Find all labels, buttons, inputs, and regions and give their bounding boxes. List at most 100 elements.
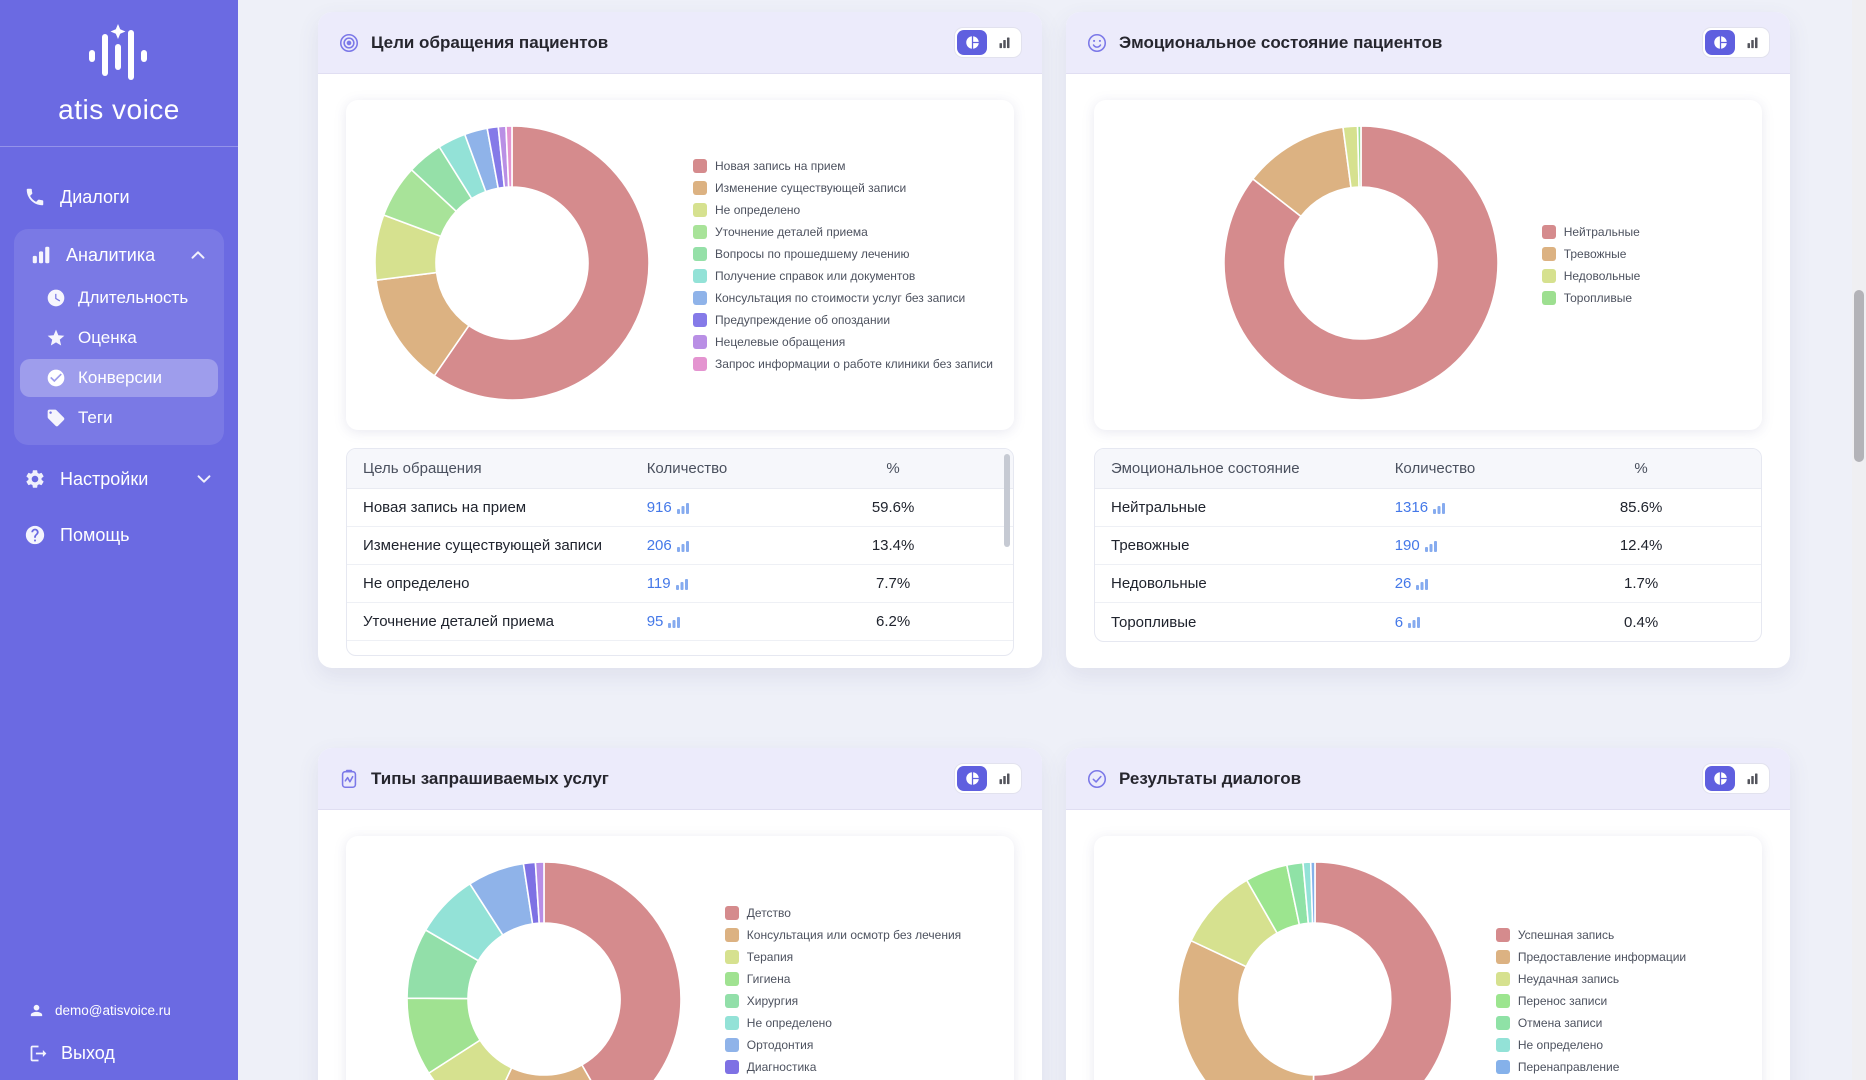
count-link[interactable]: 206	[647, 537, 689, 554]
legend-swatch	[724, 950, 739, 964]
table-row: Новая запись на прием 916 59.6%	[347, 489, 1013, 527]
count-link[interactable]: 1316	[1395, 499, 1446, 516]
legend-item[interactable]: Тревожные	[1541, 247, 1641, 261]
user-email: demo@atisvoice.ru	[55, 1003, 171, 1018]
sidebar-item-label: Помощь	[60, 524, 130, 545]
legend-item[interactable]: Новая запись на прием	[693, 159, 993, 173]
count-link[interactable]: 916	[647, 499, 689, 516]
pie-view-button[interactable]	[957, 30, 987, 55]
sidebar-item-tags[interactable]: Теги	[20, 399, 218, 437]
sidebar-item-dialogs[interactable]: Диалоги	[14, 175, 224, 219]
sidebar-item-help[interactable]: Помощь	[14, 513, 224, 557]
table-scrollbar[interactable]	[1004, 454, 1010, 547]
legend-swatch	[1495, 1060, 1510, 1074]
count-link[interactable]: 26	[1395, 575, 1429, 592]
count-link[interactable]: 95	[647, 613, 681, 630]
count-link[interactable]: 119	[647, 575, 688, 592]
legend-label: Запрос информации о работе клиники без з…	[715, 357, 993, 371]
bar-view-button[interactable]	[989, 766, 1019, 791]
legend-item[interactable]: Изменение существующей записи	[693, 181, 993, 195]
legend-label: Нейтральные	[1563, 225, 1640, 239]
legend-item[interactable]: Детство	[724, 906, 961, 920]
pie-view-button[interactable]	[1705, 30, 1735, 55]
legend-item[interactable]: Не определено	[724, 1016, 961, 1030]
legend-swatch	[1495, 1016, 1510, 1030]
legend-item[interactable]: Не определено	[1495, 1038, 1686, 1052]
card-title: Цели обращения пациентов	[371, 32, 609, 52]
bar-view-button[interactable]	[1737, 766, 1767, 791]
card-body: Нейтральные Тревожные Недовольные Торопливы…	[1066, 74, 1790, 642]
sidebar-item-duration[interactable]: Длительность	[20, 279, 218, 317]
table-header-cell: Цель обращения	[363, 460, 482, 477]
donut-chart	[1170, 854, 1460, 1080]
legend-swatch	[724, 928, 739, 942]
legend-swatch	[693, 357, 708, 371]
legend-label: Неудачная запись	[1517, 972, 1620, 986]
sidebar-item-analytics[interactable]: Аналитика	[20, 233, 218, 277]
count-link[interactable]: 6	[1395, 614, 1421, 631]
page-scrollbar-thumb[interactable]	[1854, 290, 1864, 462]
legend-item[interactable]: Запрос информации о работе клиники без з…	[693, 357, 993, 371]
sidebar-item-conversions[interactable]: Конверсии	[20, 359, 218, 397]
pie-view-button[interactable]	[1705, 766, 1735, 791]
legend-item[interactable]: Консультация по стоимости услуг без запи…	[693, 291, 993, 305]
legend-item[interactable]: Консультация или осмотр без лечения	[724, 928, 961, 942]
legend-swatch	[693, 181, 708, 195]
card-body: Детство Консультация или осмотр без лечен…	[318, 810, 1042, 1080]
bar-view-button[interactable]	[989, 30, 1019, 55]
legend-item[interactable]: Терапия	[724, 950, 961, 964]
legend-item[interactable]: Предоставление информации	[1495, 950, 1687, 964]
logout-button[interactable]: Выход	[28, 1043, 238, 1064]
count-link[interactable]: 65	[647, 652, 681, 656]
bar-view-button[interactable]	[1737, 30, 1767, 55]
legend-item[interactable]: Получение справок или документов	[693, 269, 993, 283]
legend-label: Вопросы по прошедшему лечению	[715, 247, 910, 261]
sidebar-group-analytics: Аналитика Длительность Оценка Конверсии	[14, 229, 224, 445]
legend-item[interactable]: Перенаправление	[1495, 1060, 1686, 1074]
table-cell-label: Нейтральные	[1111, 499, 1207, 516]
sidebar-item-rating[interactable]: Оценка	[20, 319, 218, 357]
legend-item[interactable]: Предупреждение об опоздании	[693, 313, 993, 327]
question-icon	[25, 525, 45, 545]
chart-view-toggle	[954, 763, 1022, 794]
legend-item[interactable]: Не определено	[693, 203, 993, 217]
legend-item[interactable]: Ортодонтия	[724, 1038, 961, 1052]
chevron-up-icon	[191, 251, 205, 259]
legend-item[interactable]: Торопливые	[1541, 291, 1641, 305]
check-badge-icon	[1087, 769, 1107, 788]
mini-bar-chart-icon	[1408, 617, 1421, 628]
sidebar-nav: Диалоги Аналитика Длительность Оценка	[0, 147, 238, 557]
pie-view-button[interactable]	[957, 766, 987, 791]
logo[interactable]: atis voice	[0, 0, 238, 126]
legend-item[interactable]: Хирургия	[724, 994, 961, 1008]
legend-item[interactable]: Гигиена	[724, 972, 961, 986]
count-link[interactable]: 190	[1395, 537, 1437, 554]
legend-item[interactable]: Отмена записи	[1495, 1016, 1686, 1030]
legend-item[interactable]: Перенос записи	[1495, 994, 1686, 1008]
legend-item[interactable]: Нейтральные	[1541, 225, 1641, 239]
table-cell-percent: 1.7%	[1624, 575, 1659, 592]
logout-label: Выход	[61, 1043, 115, 1063]
table-cell-percent: 13.4%	[871, 537, 915, 554]
legend-item[interactable]: Успешная запись	[1495, 928, 1686, 942]
sidebar-item-settings[interactable]: Настройки	[14, 457, 224, 501]
legend-swatch	[693, 225, 708, 239]
sidebar-item-label: Настройки	[60, 468, 149, 489]
legend-swatch	[1495, 994, 1510, 1008]
legend-swatch	[693, 313, 708, 327]
legend-item[interactable]: Неудачная запись	[1495, 972, 1686, 986]
legend-item[interactable]: Диагностика	[724, 1060, 961, 1074]
donut-chart-svg	[374, 124, 650, 401]
legend-item[interactable]: Уточнение деталей приема	[693, 225, 993, 239]
legend-item[interactable]: Вопросы по прошедшему лечению	[693, 247, 993, 261]
legend-label: Предоставление информации	[1517, 950, 1687, 964]
legend-item[interactable]: Нецелевые обращения	[693, 335, 993, 349]
donut-chart-svg	[1177, 860, 1453, 1080]
legend-label: Получение справок или документов	[715, 269, 916, 283]
logout-icon	[30, 1045, 47, 1062]
pie-chart-icon	[965, 36, 979, 49]
page-scrollbar-track[interactable]	[1852, 0, 1866, 1080]
legend-item[interactable]: Недовольные	[1541, 269, 1640, 283]
chart-view-toggle	[1702, 763, 1770, 794]
